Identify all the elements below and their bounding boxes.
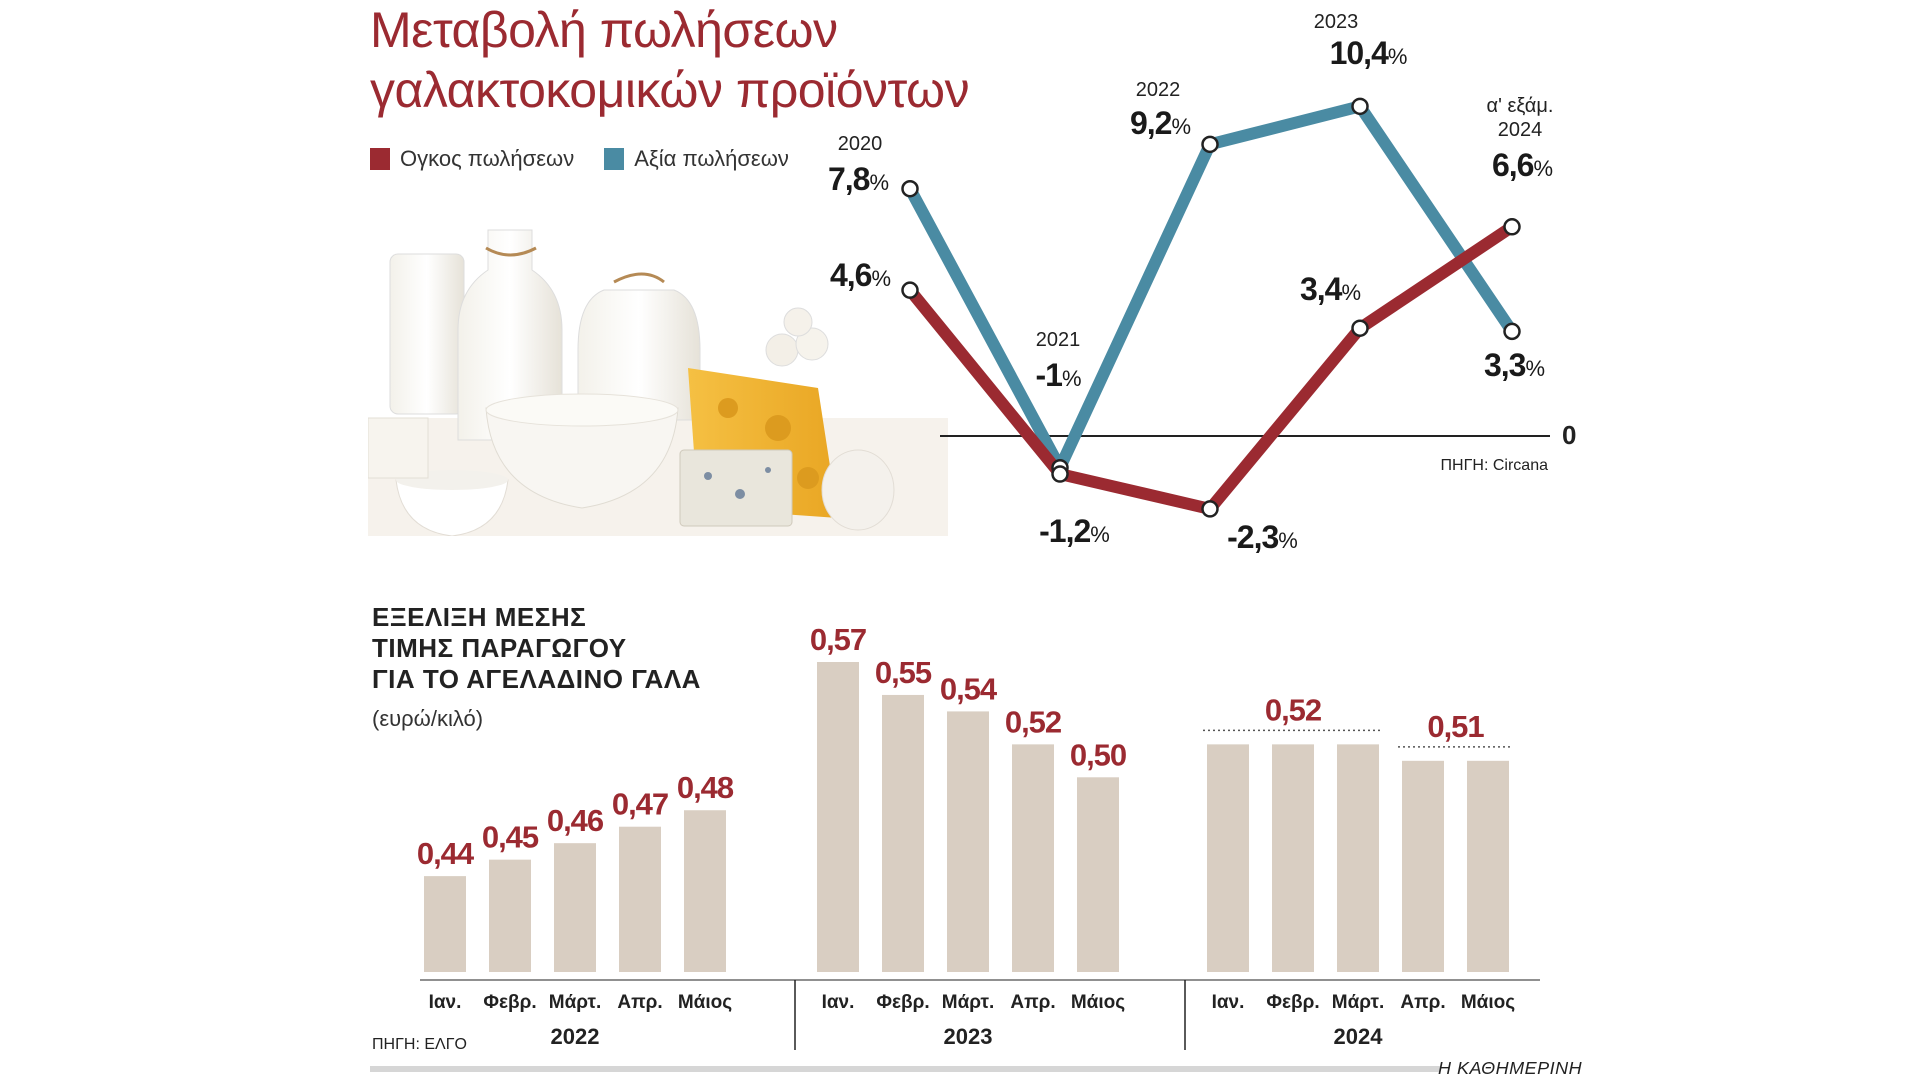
year-label-1: 2021	[1036, 329, 1081, 351]
brand-logo: Η ΚΑΘΗΜΕΡΙΝΗ	[1438, 1058, 1583, 1078]
legend-label-value: Αξία πωλήσεων	[634, 146, 789, 171]
group-value-label-2024-1: 0,51	[1427, 709, 1484, 744]
data-label-volume-2: -2,3%	[1227, 519, 1297, 555]
data-label-value-2: 9,2%	[1130, 105, 1190, 141]
bar-2023-1	[882, 694, 924, 972]
month-label-2023-2: Μάρτ.	[942, 992, 995, 1013]
bar-2024-0	[1207, 744, 1249, 972]
value-label-2022-3: 0,47	[612, 787, 668, 822]
value-label-2023-2: 0,54	[940, 671, 998, 706]
month-label-2022-0: Ιαν.	[429, 992, 462, 1013]
title-line-1: Μεταβολή πωλήσεων	[370, 2, 838, 58]
bar-2024-1	[1272, 744, 1314, 972]
year-axis-label-2024: 2024	[1334, 1024, 1384, 1049]
legend-item-volume: Ογκος πωλήσεων	[370, 146, 574, 172]
data-point-volume-2	[1201, 500, 1219, 518]
data-point-value-0	[901, 179, 919, 198]
value-label-2023-3: 0,52	[1005, 704, 1061, 739]
bar-chart-title-line-3: ΓΙΑ ΤΟ ΑΓΕΛΑΔΙΝΟ ΓΑΛΑ	[372, 664, 701, 694]
line-chart-source: ΠΗΓΗ: Circana	[1441, 457, 1549, 474]
bar-2023-2	[947, 711, 989, 972]
month-label-2023-1: Φεβρ.	[876, 992, 929, 1013]
month-label-2024-0: Ιαν.	[1212, 992, 1245, 1013]
legend-swatch-volume	[370, 148, 390, 170]
value-label-2022-4: 0,48	[677, 770, 734, 805]
data-point-value-3	[1351, 97, 1369, 116]
legend-item-value: Αξία πωλήσεων	[604, 146, 789, 172]
title-line-2: γαλακτοκομικών προϊόντων	[370, 62, 970, 118]
data-label-volume-4: 6,6%	[1492, 147, 1552, 183]
data-label-volume-0: 4,6%	[830, 257, 890, 293]
year-axis-label-2023: 2023	[944, 1024, 993, 1049]
data-point-value-4	[1503, 322, 1521, 341]
year-label-3: 2023	[1314, 11, 1359, 33]
bar-chart-unit: (ευρώ/κιλό)	[372, 706, 484, 731]
year-label-2: 2022	[1136, 79, 1181, 101]
year-label-5: 2024	[1498, 119, 1543, 141]
milk-price-bar-chart: Ιαν. 0,44 Φεβρ. 0,45 Μάρτ. 0,46 Απρ. 0,47 Μάιος 0…	[417, 622, 1540, 1050]
month-label-2024-1: Φεβρ.	[1266, 992, 1319, 1013]
data-label-volume-3: 3,4%	[1300, 271, 1360, 307]
bar-2022-3	[619, 826, 661, 972]
data-point-value-2	[1201, 135, 1219, 154]
bar-2022-4	[684, 810, 726, 972]
legend-swatch-value	[604, 148, 625, 170]
year-label-0: 2020	[838, 133, 883, 155]
month-label-2024-4: Μάιος	[1461, 992, 1515, 1013]
year-label-4: α' εξάμ.	[1487, 95, 1554, 117]
data-point-volume-4	[1503, 218, 1521, 236]
bar-2023-4	[1077, 777, 1119, 972]
data-label-volume-1: -1,2%	[1039, 513, 1109, 549]
month-label-2024-2: Μάρτ.	[1332, 992, 1385, 1013]
data-label-value-0: 7,8%	[828, 161, 888, 197]
data-point-volume-3	[1351, 319, 1369, 337]
bar-2023-0	[817, 662, 859, 972]
sales-change-line-chart: 0 ΠΗΓΗ: Circana 7,8% 4,6% -1% -1,2% 9,2% -2,3…	[828, 11, 1577, 555]
month-label-2023-0: Ιαν.	[822, 992, 855, 1013]
legend: Ογκος πωλήσεων Αξία πωλήσεων	[370, 146, 807, 172]
footer-rule	[370, 1066, 1440, 1072]
month-label-2022-3: Απρ.	[617, 992, 662, 1013]
data-point-volume-0	[901, 281, 919, 299]
zero-axis-label: 0	[1562, 420, 1576, 450]
value-label-2023-1: 0,55	[875, 655, 932, 690]
data-label-value-1: -1%	[1035, 357, 1080, 393]
page-title: Μεταβολή πωλήσεων γαλακτοκομικών προϊόντ…	[370, 0, 970, 120]
value-label-2022-1: 0,45	[482, 820, 539, 855]
data-label-value-3: 10,4%	[1330, 35, 1407, 71]
data-label-value-4: 3,3%	[1484, 347, 1544, 383]
bar-2023-3	[1012, 744, 1054, 972]
bar-chart-source: ΠΗΓΗ: ΕΛΓΟ	[372, 1036, 467, 1053]
group-value-label-2024-0: 0,52	[1265, 692, 1321, 727]
dairy-products-icon	[368, 229, 948, 536]
bar-chart-title-line-1: ΕΞΕΛΙΞΗ ΜΕΣΗΣ	[372, 602, 587, 632]
bar-2022-2	[554, 843, 596, 972]
month-label-2022-2: Μάρτ.	[549, 992, 602, 1013]
bar-2022-1	[489, 859, 531, 972]
bar-chart-title: ΕΞΕΛΙΞΗ ΜΕΣΗΣ ΤΙΜΗΣ ΠΑΡΑΓΩΓΟΥ ΓΙΑ ΤΟ ΑΓΕ…	[372, 602, 701, 695]
bar-2024-4	[1467, 760, 1509, 972]
month-label-2024-3: Απρ.	[1400, 992, 1445, 1013]
legend-label-volume: Ογκος πωλήσεων	[400, 146, 575, 171]
value-label-2022-0: 0,44	[417, 836, 475, 871]
value-label-2023-0: 0,57	[810, 622, 866, 657]
bar-2024-2	[1337, 744, 1379, 972]
month-label-2022-1: Φεβρ.	[483, 992, 536, 1013]
bar-2022-0	[424, 876, 466, 972]
month-label-2023-3: Απρ.	[1010, 992, 1055, 1013]
year-axis-label-2022: 2022	[551, 1024, 600, 1049]
value-label-2023-4: 0,50	[1070, 737, 1126, 772]
blue-cheese-icon	[679, 449, 793, 527]
month-label-2023-4: Μάιος	[1071, 992, 1125, 1013]
bar-2024-3	[1402, 760, 1444, 972]
bar-chart-title-line-2: ΤΙΜΗΣ ΠΑΡΑΓΩΓΟΥ	[372, 633, 627, 663]
value-label-2022-2: 0,46	[547, 803, 604, 838]
data-point-volume-1	[1051, 465, 1069, 483]
cottage-cheese-bowl-icon	[485, 407, 679, 509]
month-label-2022-4: Μάιος	[678, 992, 732, 1013]
